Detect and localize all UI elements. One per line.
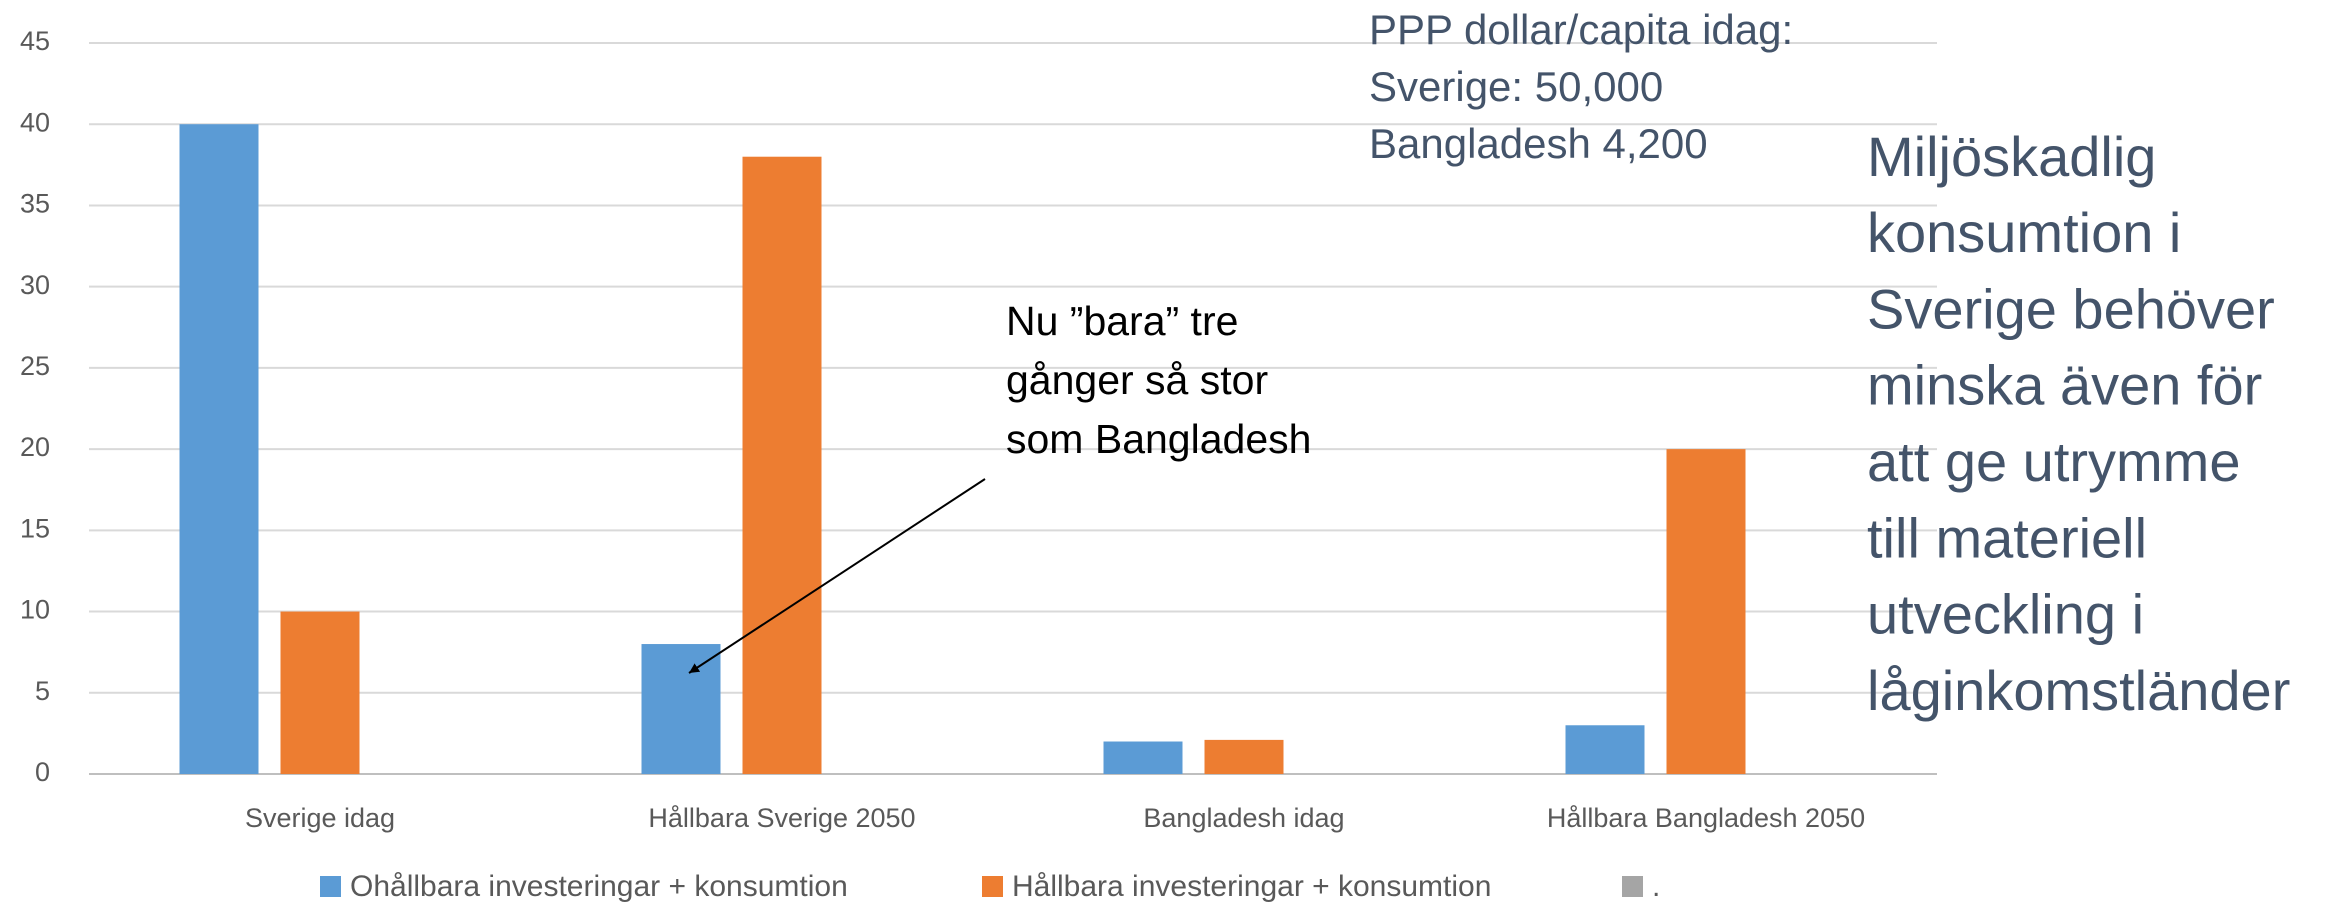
y-tick-label: 20 bbox=[20, 432, 50, 462]
y-tick-label: 40 bbox=[20, 107, 50, 137]
side-note: Sverige behöver bbox=[1867, 277, 2275, 340]
ppp-note: PPP dollar/capita idag: bbox=[1369, 6, 1793, 53]
y-tick-label: 35 bbox=[20, 189, 50, 219]
y-tick-label: 45 bbox=[20, 26, 50, 56]
x-tick-label: Hållbara Bangladesh 2050 bbox=[1547, 803, 1865, 833]
y-tick-label: 25 bbox=[20, 351, 50, 381]
ppp-note: Bangladesh 4,200 bbox=[1369, 120, 1708, 167]
side-note: till materiell bbox=[1867, 506, 2147, 569]
bar bbox=[1666, 449, 1746, 774]
y-tick-label: 5 bbox=[35, 676, 50, 706]
bar bbox=[179, 124, 259, 774]
bar bbox=[1565, 725, 1645, 774]
bar bbox=[742, 156, 822, 774]
side-note: Miljöskadlig bbox=[1867, 125, 2156, 188]
side-note: utveckling i bbox=[1867, 583, 2144, 646]
side-note: minska även för bbox=[1867, 354, 2262, 417]
side-note: att ge utrymme bbox=[1867, 430, 2240, 493]
x-tick-label: Sverige idag bbox=[245, 803, 395, 833]
legend-swatch bbox=[1622, 876, 1643, 897]
y-tick-label: 0 bbox=[35, 757, 50, 787]
bar bbox=[280, 611, 360, 774]
x-tick-label: Hållbara Sverige 2050 bbox=[648, 803, 915, 833]
legend-label: . bbox=[1652, 870, 1660, 903]
y-tick-label: 30 bbox=[20, 270, 50, 300]
ppp-note: Sverige: 50,000 bbox=[1369, 63, 1663, 110]
callout-arrow bbox=[688, 478, 986, 674]
bar bbox=[641, 644, 721, 774]
legend-swatch bbox=[982, 876, 1003, 897]
y-tick-label: 10 bbox=[20, 595, 50, 625]
y-tick-label: 15 bbox=[20, 513, 50, 543]
bar bbox=[1103, 741, 1183, 774]
bar bbox=[1204, 739, 1284, 774]
side-note: låginkomstländer bbox=[1867, 659, 2290, 722]
callout-text: gånger så stor bbox=[1006, 357, 1268, 403]
legend-swatch bbox=[320, 876, 341, 897]
callout-text: Nu ”bara” tre bbox=[1006, 298, 1238, 344]
side-note: konsumtion i bbox=[1867, 201, 2181, 264]
legend-label: Ohållbara investeringar + konsumtion bbox=[350, 870, 848, 903]
legend-label: Hållbara investeringar + konsumtion bbox=[1012, 870, 1491, 903]
x-tick-label: Bangladesh idag bbox=[1143, 803, 1344, 833]
callout-text: som Bangladesh bbox=[1006, 416, 1311, 462]
